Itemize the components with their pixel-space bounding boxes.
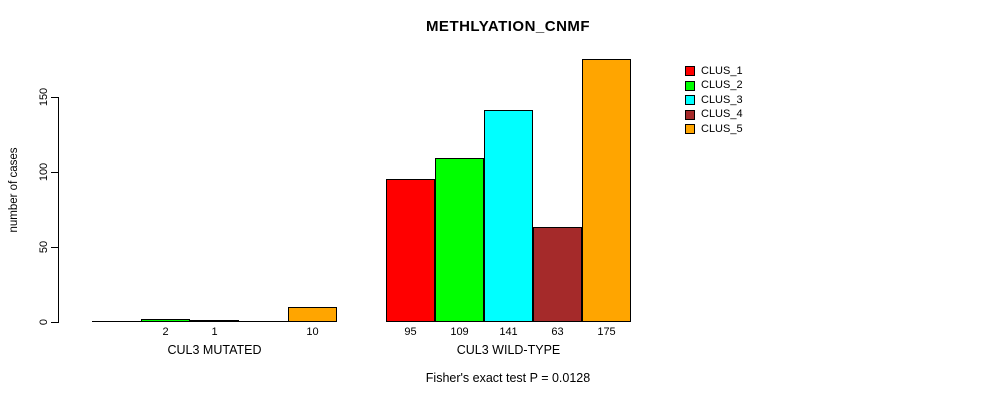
legend-swatch-icon [685,95,695,106]
y-tick-mark [51,322,58,323]
bar-clus_4-mutated [239,321,288,322]
legend-swatch-icon [685,109,695,120]
y-tick-label: 100 [38,162,50,182]
fisher-test-annotation: Fisher's exact test P = 0.0128 [425,371,591,385]
group-label-cul3-wild-type: CUL3 WILD-TYPE [456,343,561,357]
legend-label: CLUS_1 [701,64,743,77]
bar-clus_1-mutated [92,321,141,322]
bar-value-label: 175 [597,326,616,338]
legend-label: CLUS_2 [701,79,743,92]
bar-clus_2-wild-type [435,158,484,322]
legend-swatch-icon [685,66,695,77]
bar-value-label: 10 [306,326,319,338]
legend-label: CLUS_4 [701,108,743,121]
legend-swatch-icon [685,80,695,91]
legend-label: CLUS_3 [701,93,743,106]
bar-clus_3-mutated [190,320,239,322]
legend-swatch-icon [685,124,695,135]
legend-item-clus_4: CLUS_4 [685,108,743,123]
bar-clus_2-mutated [141,319,190,322]
bar-clus_5-mutated [288,307,337,322]
legend-item-clus_2: CLUS_2 [685,79,743,94]
bar-clus_1-wild-type [386,179,435,322]
bar-value-label: 2 [162,326,169,338]
legend: CLUS_1 CLUS_2 CLUS_3 CLUS_4 CLUS_5 [685,64,743,137]
group-label-cul3-mutated: CUL3 MUTATED [167,343,262,357]
bar-clus_4-wild-type [533,227,582,322]
bar-value-label: 63 [551,326,564,338]
y-axis-label: number of cases [8,147,20,233]
chart-title: METHLYATION_CNMF [425,18,591,35]
y-tick-label: 150 [38,87,50,107]
legend-label: CLUS_5 [701,122,743,135]
bar-clus_5-wild-type [582,59,631,322]
legend-item-clus_5: CLUS_5 [685,122,743,137]
bar-value-label: 141 [499,326,518,338]
bar-value-label: 109 [450,326,469,338]
legend-item-clus_3: CLUS_3 [685,93,743,108]
y-tick-label: 50 [38,240,50,254]
bar-clus_3-wild-type [484,110,533,322]
bar-value-label: 95 [404,326,417,338]
y-tick-mark [51,172,58,173]
y-tick-mark [51,247,58,248]
y-axis-line [58,97,59,323]
legend-item-clus_1: CLUS_1 [685,64,743,79]
y-tick-mark [51,97,58,98]
y-tick-label: 0 [38,318,50,326]
bar-value-label: 1 [211,326,218,338]
